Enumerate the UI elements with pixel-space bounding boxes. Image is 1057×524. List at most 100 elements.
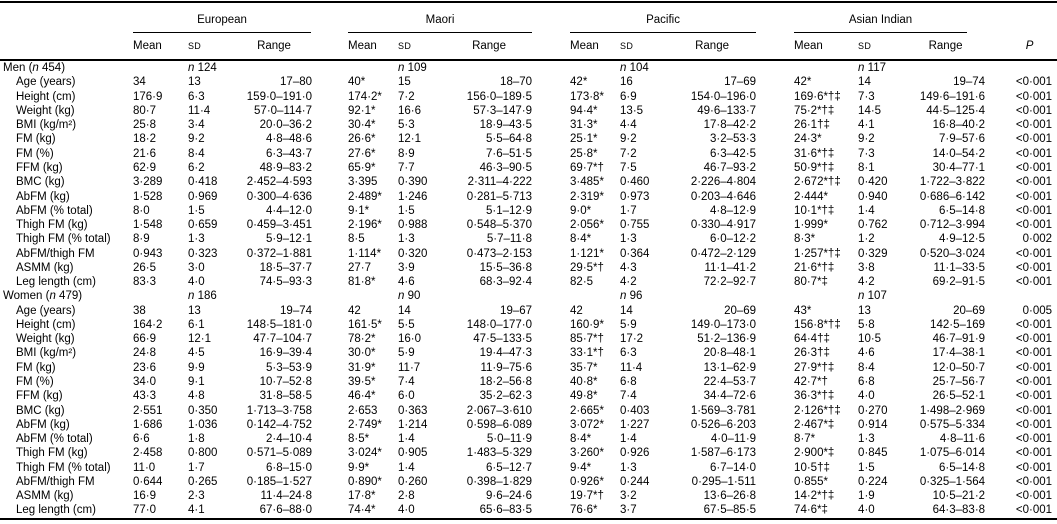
row-label: Age (years) <box>16 76 76 89</box>
cell-mean: 9·4* <box>570 461 592 474</box>
cell-mean: 34 <box>133 76 146 89</box>
cell-range: 4·8–11·6 <box>939 433 986 446</box>
table-row: BMI (kg/m²) 24·8 4·5 16·9–39·4 30·0* 5·9 19·4–… <box>0 346 1057 360</box>
cell-mean: 3·395 <box>348 176 378 189</box>
cell-sd: 4·6 <box>398 276 415 289</box>
cell-sd: 10·5 <box>858 333 882 346</box>
cell-sd: 7·2 <box>620 147 637 160</box>
cell-range: 57·3–147·9 <box>473 104 533 117</box>
cell-p: <0·001 <box>1015 176 1053 189</box>
cell-sd: 6·0 <box>398 390 415 403</box>
cell-sd: 9·2 <box>858 133 875 146</box>
cell-sd: 0·265 <box>188 475 218 488</box>
cell-sd: 6·8 <box>858 375 875 388</box>
mean-column-header: Mean <box>568 33 619 61</box>
cell-range: 6·5–12·7 <box>485 461 533 474</box>
cell-sd: 6·3 <box>188 90 205 103</box>
cell-range: 2·311–4·222 <box>467 176 533 189</box>
cell-empty <box>346 60 396 75</box>
cell-range: 149·0–173·0 <box>690 318 757 331</box>
cell-mean: 0·890* <box>348 475 382 488</box>
cell-sd: 0·914 <box>858 418 888 431</box>
cell-empty <box>668 289 792 303</box>
cell-mean: 10·1*†‡ <box>794 204 835 217</box>
cell-range: 5·3–53·9 <box>265 361 313 374</box>
cell-p: <0·001 <box>1015 204 1053 217</box>
cell-sd: 7·4 <box>620 390 637 403</box>
cell-sd: 1·036 <box>188 418 218 431</box>
cell-sd: 9·1 <box>188 375 205 388</box>
cell-range: 1·713–3·758 <box>246 404 313 417</box>
group-label-european: European <box>133 14 312 33</box>
cell-sd: 0·988 <box>398 219 428 232</box>
cell-sd: 14·5 <box>858 104 882 117</box>
table-row: AbFM (kg) 1·686 1·036 0·142–4·752 2·749* 1·21… <box>0 418 1057 432</box>
cell-sd: 0·418 <box>188 176 218 189</box>
cell-sd: 7·3 <box>858 147 875 160</box>
cell-mean: 2·444* <box>794 190 828 203</box>
group-label-asian-indian: Asian Indian <box>794 14 968 33</box>
cell-range: 57·0–114·7 <box>254 104 313 117</box>
row-label: AbFM/thigh FM <box>16 475 95 488</box>
cell-mean: 8·5* <box>348 433 370 446</box>
cell-sd: 3·7 <box>620 504 637 517</box>
range-column-header: Range <box>446 33 569 61</box>
row-label: FM (%) <box>16 147 54 160</box>
cell-p: <0·001 <box>1015 490 1053 503</box>
cell-mean: 40·8* <box>570 375 598 388</box>
cell-n-count: n 90 <box>398 290 421 303</box>
cell-range: 47·7–104·7 <box>253 333 313 346</box>
range-column-header: Range <box>668 33 793 61</box>
table-row: FM (kg) 23·6 9·9 5·3–53·9 31·9* 11·7 11·9–75·6… <box>0 361 1057 375</box>
cell-mean: 160·9* <box>570 318 604 331</box>
cell-range: 1·722–3·822 <box>919 176 986 189</box>
cell-range: 13·6–26·8 <box>703 490 757 503</box>
cell-p: <0·001 <box>1015 347 1053 360</box>
cell-range: 6·8–15·0 <box>265 461 313 474</box>
cell-mean: 0·855* <box>794 475 828 488</box>
cell-range: 4·4–12·0 <box>265 204 313 217</box>
cell-mean: 16·9 <box>133 490 157 503</box>
row-label: AbFM (% total) <box>16 204 93 217</box>
cell-range: 0·712–3·994 <box>919 219 986 232</box>
cell-mean: 25·8 <box>133 119 157 132</box>
cell-sd: 1·3 <box>620 233 637 246</box>
row-label: Height (cm) <box>16 318 76 331</box>
cell-sd: 1·3 <box>398 233 415 246</box>
cell-range: 6·5–14·8 <box>939 461 986 474</box>
cell-mean: 10·5†‡ <box>794 461 830 474</box>
cell-sd: 1·227 <box>620 418 650 431</box>
cell-range: 0·686–6·142 <box>919 190 986 203</box>
cell-n-count: n 117 <box>858 62 886 75</box>
group-header-row: European Maori Pacific Asian Indian <box>0 2 1057 33</box>
cell-p: <0·001 <box>1015 461 1053 474</box>
cell-p: <0·001 <box>1015 190 1053 203</box>
cell-mean: 94·4* <box>570 104 598 117</box>
row-label: ASMM (kg) <box>16 261 74 274</box>
row-label: Thigh FM (kg) <box>16 219 88 232</box>
cell-range: 0·459–3·451 <box>246 219 313 232</box>
cell-sd: 1·4 <box>858 204 875 217</box>
cell-mean: 3·260* <box>570 447 604 460</box>
table-row: FM (%) 21·6 8·4 6·3–43·7 27·6* 8·9 7·6–51·5 25·… <box>0 147 1057 161</box>
cell-empty <box>668 60 792 75</box>
row-label: FM (%) <box>16 375 54 388</box>
cell-mean: 49·8* <box>570 390 598 403</box>
cell-mean: 9·0* <box>570 204 592 217</box>
cell-range: 46·7–93·2 <box>703 161 757 174</box>
cell-sd: 1·5 <box>858 461 875 474</box>
cell-p: <0·001 <box>1015 147 1053 160</box>
cell-p: <0·001 <box>1015 90 1053 103</box>
cell-mean: 9·9* <box>348 461 370 474</box>
cell-range: 6·0–12·2 <box>710 233 757 246</box>
row-label: AbFM (kg) <box>16 190 70 203</box>
table-row: Thigh FM (kg) 1·548 0·659 0·459–3·451 2·196*… <box>0 218 1057 232</box>
cell-p: <0·001 <box>1015 361 1053 374</box>
cell-sd: 3·4 <box>188 119 205 132</box>
cell-mean: 25·8* <box>570 147 598 160</box>
cell-mean: 39·5* <box>348 375 376 388</box>
cell-range: 49·6–133·7 <box>697 104 757 117</box>
cell-sd: 11·4 <box>620 361 643 374</box>
cell-mean: 0·943 <box>133 247 163 260</box>
sd-column-header: SD <box>396 33 447 61</box>
